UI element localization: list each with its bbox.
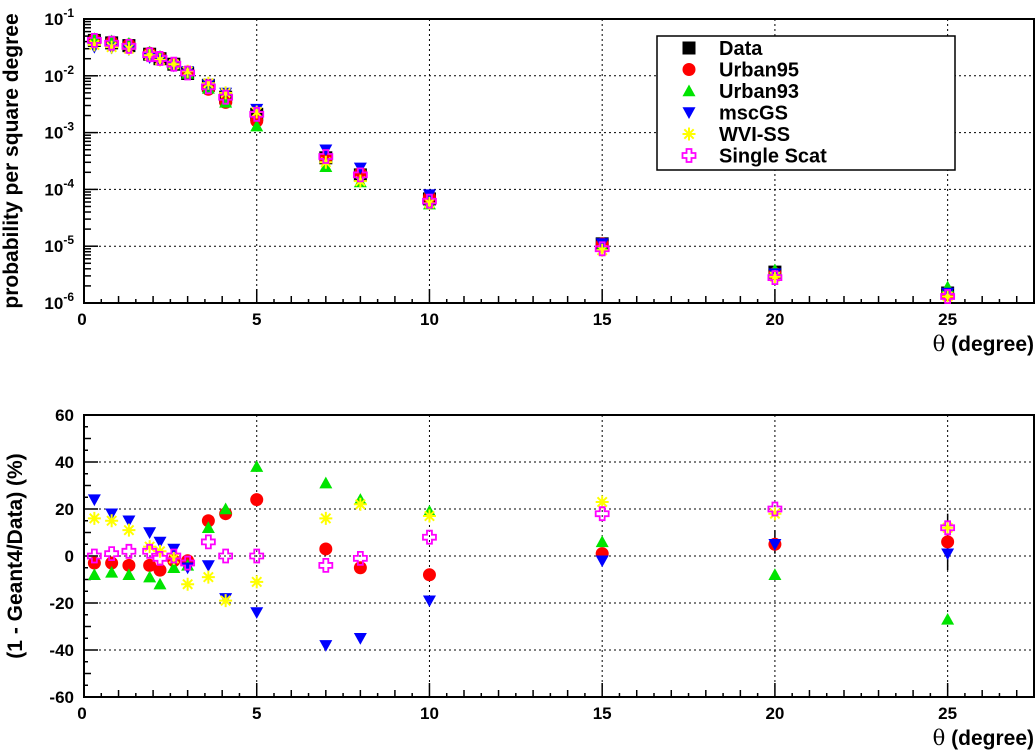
y-tick-label: -60: [49, 688, 74, 707]
data-point: [319, 512, 332, 525]
x-tick-label: 5: [252, 310, 261, 329]
data-point: [122, 568, 135, 580]
data-point: [88, 568, 101, 580]
x-tick-label: 15: [593, 310, 612, 329]
y-tick-label: 0: [65, 547, 74, 566]
bottom-series-urban93: [88, 460, 954, 624]
x-tick-label: 10: [420, 704, 439, 723]
data-point: [202, 571, 215, 584]
legend-marker: [683, 63, 696, 76]
y-tick-label: 10-2: [44, 63, 74, 86]
data-point: [941, 535, 954, 548]
x-tick-label: 25: [938, 310, 957, 329]
data-point: [941, 613, 954, 625]
legend-label: Data: [719, 38, 763, 60]
y-tick-label: 10-1: [44, 6, 74, 29]
x-tick-label-zero: 0: [77, 310, 86, 329]
bottom-y-axis-title: (1 - Geant4/Data) (%): [4, 453, 27, 658]
data-point: [768, 507, 781, 520]
x-tick-label: 25: [938, 704, 957, 723]
y-tick-label: 10-6: [44, 290, 74, 313]
data-point: [354, 633, 367, 645]
data-point: [354, 561, 367, 574]
data-point: [167, 58, 180, 71]
data-point: [596, 507, 609, 520]
bottom-y-ticks: -60 -40 -20 0 20 40 60: [49, 406, 98, 707]
bottom-x-axis-title: θ (degree): [933, 726, 1034, 750]
data-point: [202, 535, 215, 548]
bottom-grid: [84, 415, 1034, 697]
data-point: [219, 86, 232, 99]
y-tick-label: 10-5: [44, 233, 74, 256]
top-x-ticks: 5 10 15 20 25 0: [77, 289, 1034, 329]
x-tick-label: 20: [765, 310, 784, 329]
top-x-axis-title: θ (degree): [933, 332, 1034, 356]
legend-marker: [683, 42, 696, 55]
data-point: [105, 566, 118, 578]
y-tick-label: 10-3: [44, 120, 74, 143]
legend-label: Urban93: [719, 81, 799, 103]
legend-label: mscGS: [719, 103, 788, 125]
data-point: [250, 575, 263, 588]
data-point: [250, 460, 263, 472]
top-y-axis-title: probability per square degree: [0, 13, 23, 308]
data-point: [105, 41, 118, 54]
data-point: [596, 556, 609, 568]
data-point: [423, 595, 436, 607]
bottom-series-mscgs: [88, 494, 954, 651]
legend-label: Single Scat: [719, 146, 827, 168]
x-tick-label: 5: [252, 704, 261, 723]
legend-label: WVI-SS: [719, 124, 790, 146]
x-tick-label: 20: [765, 704, 784, 723]
y-tick-label: -20: [49, 594, 74, 613]
data-point: [88, 494, 101, 506]
x-tick-label: 15: [593, 704, 612, 723]
data-point: [202, 77, 215, 90]
y-tick-label: 40: [55, 453, 74, 472]
data-point: [423, 510, 436, 523]
data-point: [202, 560, 215, 572]
data-point: [596, 535, 609, 547]
bottom-series-urban95: [88, 493, 954, 581]
y-tick-label: 60: [55, 406, 74, 425]
data-point: [319, 542, 332, 555]
data-point: [423, 568, 436, 581]
data-point: [219, 503, 232, 515]
data-point: [768, 270, 781, 283]
bottom-error-bars: [775, 514, 948, 570]
data-point: [768, 568, 781, 580]
data-point: [941, 521, 954, 534]
data-point: [88, 38, 101, 51]
data-point: [122, 524, 135, 537]
data-point: [154, 578, 167, 590]
data-point: [250, 607, 263, 619]
bottom-x-ticks: 5 10 15 20 25 0: [77, 683, 1034, 723]
bottom-series-single-scat: [88, 503, 954, 572]
data-point: [250, 493, 263, 506]
data-point: [354, 498, 367, 511]
data-point: [319, 559, 332, 572]
y-tick-label: 20: [55, 500, 74, 519]
data-point: [319, 477, 332, 489]
y-tick-label: -40: [49, 641, 74, 660]
data-point: [105, 514, 118, 527]
y-tick-label: 10-4: [44, 176, 74, 199]
data-point: [219, 594, 232, 607]
data-point: [941, 290, 954, 303]
x-tick-label: 10: [420, 310, 439, 329]
data-point: [181, 578, 194, 591]
top-y-ticks: 10-6 10-5 10-4 10-3 10-2 10-1: [44, 6, 98, 313]
bottom-series-wvi-ss: [88, 495, 954, 607]
data-point: [88, 512, 101, 525]
top-panel-probability: 5 10 15 20 25 010-6 10-5 10-4 10-3 10-2 10-1 θ (deg…: [0, 6, 1034, 356]
x-tick-label-zero: 0: [77, 704, 86, 723]
legend-marker: [683, 128, 696, 141]
data-point: [941, 548, 954, 560]
legend-label: Urban95: [719, 60, 799, 82]
